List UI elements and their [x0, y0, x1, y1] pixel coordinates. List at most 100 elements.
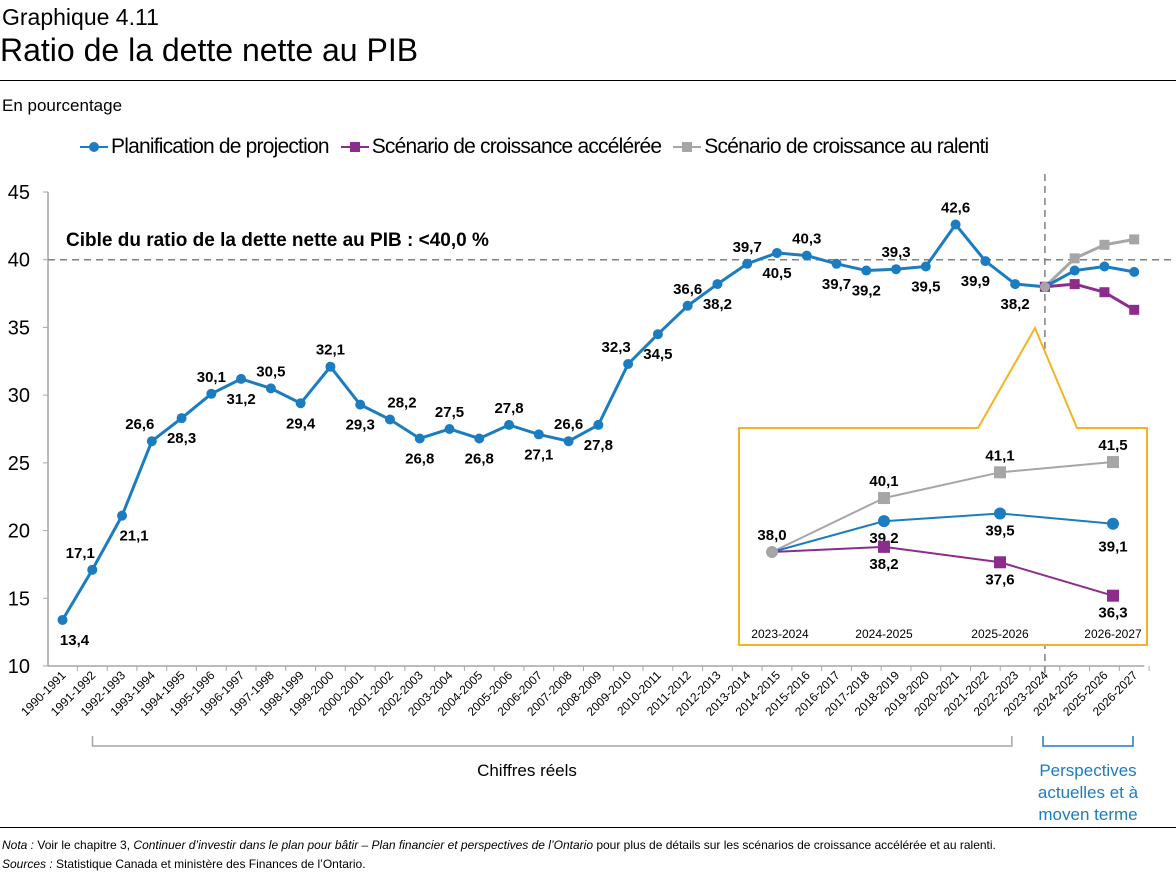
inset-series-line-3: [771, 461, 1114, 553]
data-point: [504, 419, 515, 430]
data-point: [1010, 279, 1021, 290]
inset-data-label: 41,5: [1098, 437, 1127, 454]
data-point: [1099, 261, 1110, 272]
data-point: [920, 261, 931, 272]
y-tick-label: 45: [8, 182, 30, 204]
inset-data-label: 39,1: [1098, 539, 1127, 556]
data-label: 27,1: [524, 446, 553, 463]
data-point: [742, 258, 753, 269]
data-label: 30,1: [197, 369, 226, 386]
data-label: 32,1: [316, 342, 345, 359]
data-label: 39,5: [911, 278, 940, 295]
data-point: [384, 414, 395, 425]
data-point: [206, 388, 217, 399]
y-tick-label: 15: [8, 588, 30, 610]
data-point: [831, 258, 842, 269]
legend-item-planification: Planification de projection: [80, 135, 330, 159]
data-label: 26,6: [125, 416, 154, 433]
data-label: 38,2: [1001, 296, 1030, 313]
series-line-3: [1043, 237, 1135, 288]
data-label: 39,7: [733, 239, 762, 256]
data-label: 26,8: [465, 450, 494, 467]
data-point: [1069, 279, 1080, 290]
note-text-end: pour plus de détails sur les scénarios d…: [593, 838, 996, 852]
data-label: 40,5: [762, 265, 791, 282]
data-point: [236, 373, 247, 384]
data-point: [891, 264, 902, 275]
legend-label: Scénario de croissance au ralenti: [704, 135, 989, 158]
inset-data-point: [1107, 456, 1119, 469]
data-point: [1129, 304, 1140, 315]
data-label: 40,3: [792, 231, 821, 248]
data-label: 39,2: [852, 283, 881, 300]
group-label-outlook-line: Perspectives: [1039, 761, 1136, 780]
data-point: [117, 510, 128, 521]
inset-callout-box: [738, 325, 1148, 646]
data-point: [533, 429, 544, 440]
data-point: [652, 329, 663, 340]
data-point: [1069, 265, 1080, 276]
data-label: 28,2: [387, 395, 416, 412]
y-tick-label: 10: [8, 656, 30, 678]
inset-data-label: 38,2: [869, 556, 898, 573]
data-label: 39,3: [881, 244, 910, 261]
outlook-bracket: [1042, 736, 1134, 747]
data-point: [801, 250, 812, 261]
data-label: 34,5: [643, 346, 672, 363]
data-point: [414, 433, 425, 444]
inset-x-label: 2026-2027: [1084, 627, 1142, 641]
data-point: [1039, 281, 1050, 292]
footer-divider: [0, 827, 1176, 828]
data-label: 31,2: [227, 391, 256, 408]
note-label: Nota :: [2, 838, 35, 852]
data-label: 28,3: [167, 430, 196, 447]
data-label: 29,4: [286, 415, 316, 432]
data-point: [146, 436, 157, 447]
legend-item-ralenti: Scénario de croissance au ralenti: [673, 135, 989, 159]
inset-data-point: [878, 515, 890, 528]
y-tick-label: 30: [8, 385, 30, 407]
data-point: [771, 247, 782, 258]
data-label: 29,3: [346, 417, 375, 434]
line-chart: 10152025303540451990-19911991-19921992-1…: [8, 170, 1176, 820]
unit-label: En pourcentage: [2, 96, 123, 115]
data-point: [1129, 234, 1140, 245]
sources-label: Sources :: [2, 857, 53, 871]
data-point: [593, 419, 604, 430]
data-point: [57, 614, 68, 625]
target-line-label: Cible du ratio de la dette nette au PIB …: [66, 230, 489, 251]
data-point: [1129, 266, 1140, 277]
data-point: [1069, 253, 1080, 264]
data-label: 13,4: [60, 632, 90, 649]
data-point: [474, 433, 485, 444]
inset-series-line-1: [771, 512, 1114, 553]
y-tick-label: 40: [8, 250, 30, 272]
data-point: [950, 219, 961, 230]
data-label: 32,3: [602, 339, 631, 356]
data-point: [176, 413, 187, 424]
footnote: Nota : Voir le chapitre 3, Continuer d’i…: [2, 838, 996, 852]
inset-x-label: 2023-2024: [751, 627, 809, 641]
inset-start-label: 38,0: [757, 527, 786, 544]
data-point: [980, 256, 991, 267]
data-label: 26,8: [405, 450, 434, 467]
legend-label: Scénario de croissance accélérée: [371, 135, 662, 158]
actuals-bracket: [91, 736, 1013, 747]
data-label: 39,7: [822, 276, 851, 293]
data-label: 38,2: [703, 296, 732, 313]
inset-data-label: 41,1: [985, 447, 1014, 464]
data-label: 26,6: [554, 416, 583, 433]
y-tick-label: 25: [8, 453, 30, 475]
legend-square-marker-icon: [340, 140, 369, 154]
legend-square-marker-icon: [673, 140, 702, 154]
legend-label: Planification de projection: [111, 135, 330, 158]
data-label: 39,9: [961, 273, 990, 290]
group-label-actuals: Chiffres réels: [477, 761, 577, 780]
inset-data-point: [1107, 589, 1119, 602]
data-point: [325, 361, 336, 372]
data-point: [563, 436, 574, 447]
group-label-outlook-line: moyen terme: [1038, 805, 1137, 820]
data-point: [265, 383, 276, 394]
data-point: [682, 300, 693, 311]
y-tick-label: 35: [8, 317, 30, 339]
